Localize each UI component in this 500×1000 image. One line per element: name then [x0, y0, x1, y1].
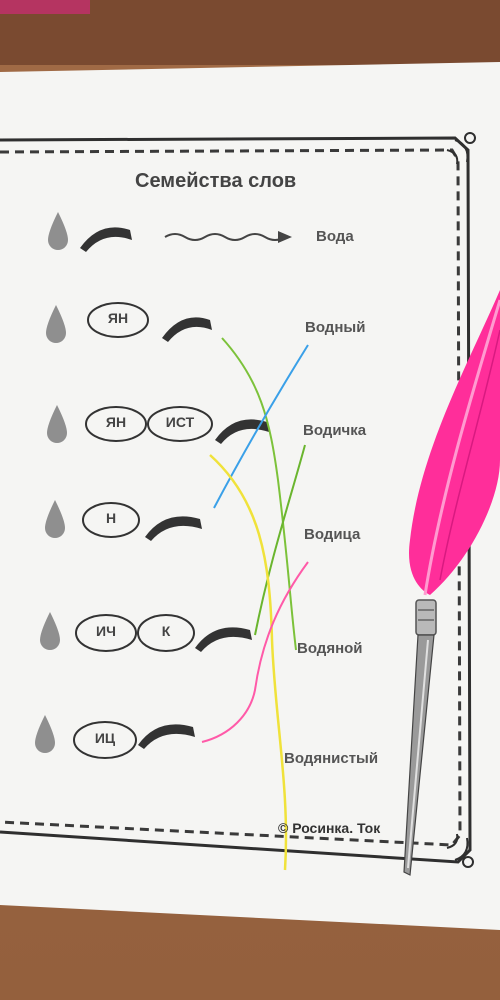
- word-label: Водица: [304, 526, 361, 543]
- word-label: Водичка: [303, 422, 367, 439]
- green-line-b: [254, 444, 306, 636]
- root-arc-icon: [215, 419, 269, 444]
- suffix-label: Н: [105, 510, 117, 526]
- root-arc-icon: [138, 724, 195, 749]
- corner-ornament-top-right: [446, 132, 476, 165]
- worksheet-title: Семейства слов: [135, 170, 297, 192]
- root-arc-icons: [80, 227, 269, 749]
- suffix-label: ЯН: [105, 414, 127, 430]
- feather-quill-pen: [403, 290, 500, 876]
- suffix-oval: [137, 614, 195, 652]
- suffix-label: ИСТ: [165, 414, 195, 430]
- drop-icon: [45, 500, 65, 538]
- word-label: Водный: [305, 319, 366, 336]
- root-arc-icon: [145, 516, 202, 541]
- suffix-oval: [82, 502, 140, 538]
- suffix-label: ИЦ: [94, 730, 116, 746]
- root-arc-icon: [162, 317, 212, 342]
- drop-icon: [40, 612, 60, 650]
- blue-line: [213, 344, 309, 509]
- suffix-oval: [85, 406, 147, 442]
- wavy-arrow: [164, 233, 286, 241]
- worksheet-paper: [0, 62, 500, 930]
- word-label: Вода: [316, 228, 354, 245]
- arrow-head-icon: [278, 231, 292, 243]
- drop-icon: [47, 405, 67, 443]
- green-line-a: [221, 337, 297, 651]
- drop-icon: [35, 715, 55, 753]
- suffix-ovals: [73, 302, 213, 759]
- word-label: Водянистый: [284, 750, 379, 767]
- drop-icon: [48, 212, 68, 250]
- suffix-oval: [87, 302, 149, 338]
- root-arc-icon: [195, 627, 252, 652]
- corner-ornament-bottom-right: [446, 833, 474, 868]
- copyright-text: © Росинка. Ток: [278, 820, 381, 836]
- suffix-oval: [75, 614, 137, 652]
- pink-line: [201, 561, 309, 743]
- root-arc-icon: [80, 227, 132, 252]
- suffix-label: ИЧ: [96, 623, 116, 639]
- water-drop-icons: [35, 212, 68, 753]
- suffix-oval: [73, 721, 137, 759]
- suffix-label: ЯН: [107, 310, 129, 326]
- pink-object-edge: [0, 0, 90, 14]
- suffix-label: К: [161, 623, 171, 639]
- suffix-oval: [147, 406, 213, 442]
- word-label: Водяной: [297, 640, 363, 657]
- drop-icon: [46, 305, 66, 343]
- yellow-line: [209, 454, 288, 871]
